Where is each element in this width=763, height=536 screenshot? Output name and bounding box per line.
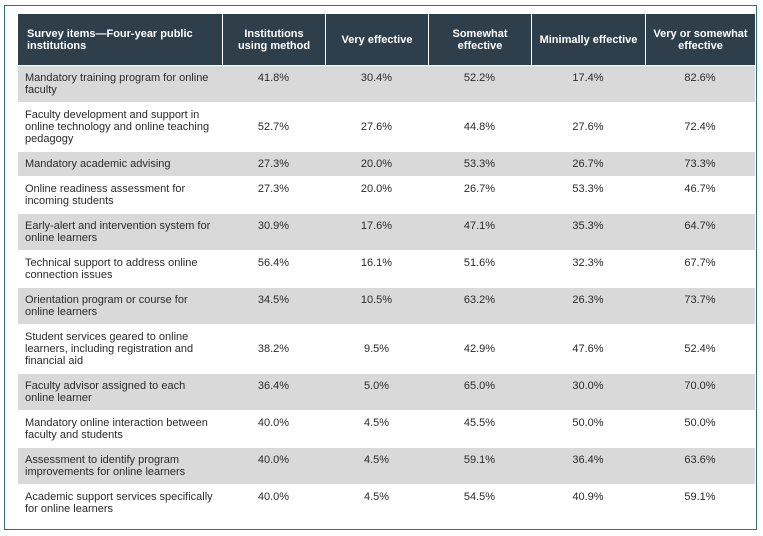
cell-somewhat: 42.9% [428, 324, 531, 373]
cell-somewhat: 53.3% [428, 151, 531, 176]
cell-somewhat: 44.8% [428, 102, 531, 151]
row-label: Orientation program or course for online… [18, 287, 222, 324]
table-header: Survey items—Four-year public institutio… [18, 14, 755, 65]
cell-very-or-somewhat: 73.7% [645, 287, 755, 324]
cell-minimally: 47.6% [531, 324, 645, 373]
cell-very: 16.1% [325, 250, 428, 287]
cell-minimally: 26.7% [531, 151, 645, 176]
cell-using: 27.3% [222, 151, 325, 176]
cell-somewhat: 59.1% [428, 447, 531, 484]
cell-somewhat: 52.2% [428, 65, 531, 102]
row-label: Student services geared to online learne… [18, 324, 222, 373]
table-row: Faculty advisor assigned to each online … [18, 373, 755, 410]
cell-very-or-somewhat: 67.7% [645, 250, 755, 287]
cell-somewhat: 45.5% [428, 410, 531, 447]
row-label: Faculty development and support in onlin… [18, 102, 222, 151]
row-label: Assessment to identify program improveme… [18, 447, 222, 484]
cell-very-or-somewhat: 59.1% [645, 484, 755, 521]
cell-somewhat: 63.2% [428, 287, 531, 324]
table-row: Mandatory online interaction between fac… [18, 410, 755, 447]
cell-minimally: 27.6% [531, 102, 645, 151]
cell-using: 30.9% [222, 213, 325, 250]
table-row: Academic support services specifically f… [18, 484, 755, 521]
cell-using: 56.4% [222, 250, 325, 287]
col-header-survey-item: Survey items—Four-year public institutio… [18, 14, 222, 65]
row-label: Online readiness assessment for incoming… [18, 176, 222, 213]
row-label: Faculty advisor assigned to each online … [18, 373, 222, 410]
cell-very: 17.6% [325, 213, 428, 250]
cell-very-or-somewhat: 63.6% [645, 447, 755, 484]
cell-somewhat: 47.1% [428, 213, 531, 250]
row-label: Mandatory training program for online fa… [18, 65, 222, 102]
cell-very: 4.5% [325, 447, 428, 484]
cell-very: 4.5% [325, 410, 428, 447]
cell-very: 10.5% [325, 287, 428, 324]
cell-somewhat: 51.6% [428, 250, 531, 287]
cell-somewhat: 65.0% [428, 373, 531, 410]
cell-very: 20.0% [325, 176, 428, 213]
row-label: Academic support services specifically f… [18, 484, 222, 521]
row-label: Mandatory online interaction between fac… [18, 410, 222, 447]
cell-using: 40.0% [222, 484, 325, 521]
cell-very-or-somewhat: 73.3% [645, 151, 755, 176]
cell-very-or-somewhat: 72.4% [645, 102, 755, 151]
cell-very: 27.6% [325, 102, 428, 151]
table-row: Technical support to address online conn… [18, 250, 755, 287]
cell-using: 27.3% [222, 176, 325, 213]
table-row: Orientation program or course for online… [18, 287, 755, 324]
table-row: Online readiness assessment for incoming… [18, 176, 755, 213]
cell-very-or-somewhat: 82.6% [645, 65, 755, 102]
row-label: Technical support to address online conn… [18, 250, 222, 287]
table-row: Early-alert and intervention system for … [18, 213, 755, 250]
cell-very: 9.5% [325, 324, 428, 373]
table-row: Mandatory training program for online fa… [18, 65, 755, 102]
row-label: Early-alert and intervention system for … [18, 213, 222, 250]
cell-very-or-somewhat: 52.4% [645, 324, 755, 373]
cell-very: 30.4% [325, 65, 428, 102]
cell-minimally: 26.3% [531, 287, 645, 324]
cell-using: 52.7% [222, 102, 325, 151]
col-header-somewhat-effective: Somewhat effective [428, 14, 531, 65]
cell-using: 41.8% [222, 65, 325, 102]
cell-using: 40.0% [222, 447, 325, 484]
cell-very: 20.0% [325, 151, 428, 176]
cell-very-or-somewhat: 46.7% [645, 176, 755, 213]
cell-very-or-somewhat: 50.0% [645, 410, 755, 447]
cell-using: 36.4% [222, 373, 325, 410]
table-frame: Survey items—Four-year public institutio… [4, 5, 757, 530]
cell-minimally: 50.0% [531, 410, 645, 447]
col-header-minimally-effective: Minimally effective [531, 14, 645, 65]
cell-very-or-somewhat: 64.7% [645, 213, 755, 250]
row-label: Mandatory academic advising [18, 151, 222, 176]
cell-very-or-somewhat: 70.0% [645, 373, 755, 410]
cell-minimally: 53.3% [531, 176, 645, 213]
table-row: Mandatory academic advising 27.3% 20.0% … [18, 151, 755, 176]
survey-table: Survey items—Four-year public institutio… [18, 14, 755, 521]
cell-somewhat: 26.7% [428, 176, 531, 213]
table-row: Assessment to identify program improveme… [18, 447, 755, 484]
cell-using: 40.0% [222, 410, 325, 447]
table-row: Student services geared to online learne… [18, 324, 755, 373]
cell-minimally: 32.3% [531, 250, 645, 287]
cell-using: 38.2% [222, 324, 325, 373]
cell-minimally: 40.9% [531, 484, 645, 521]
cell-using: 34.5% [222, 287, 325, 324]
cell-minimally: 30.0% [531, 373, 645, 410]
cell-minimally: 35.3% [531, 213, 645, 250]
cell-very: 4.5% [325, 484, 428, 521]
cell-very: 5.0% [325, 373, 428, 410]
cell-minimally: 36.4% [531, 447, 645, 484]
cell-somewhat: 54.5% [428, 484, 531, 521]
cell-minimally: 17.4% [531, 65, 645, 102]
col-header-very-or-somewhat: Very or somewhat effective [645, 14, 755, 65]
table-row: Faculty development and support in onlin… [18, 102, 755, 151]
col-header-very-effective: Very effective [325, 14, 428, 65]
col-header-institutions-using: Institutions using method [222, 14, 325, 65]
